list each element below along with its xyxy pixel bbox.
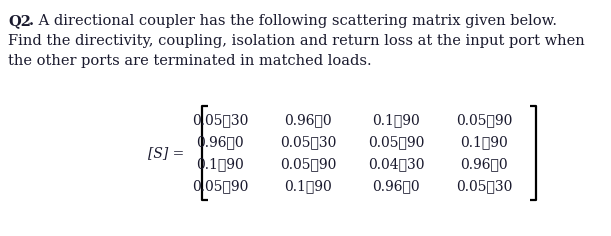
Text: .: . [29,14,34,28]
Text: the other ports are terminated in matched loads.: the other ports are terminated in matche… [8,54,371,68]
Text: 0.05∰30: 0.05∰30 [192,113,248,127]
Text: 0.05∰90: 0.05∰90 [456,113,512,127]
Text: [S] =: [S] = [148,146,185,160]
Text: 0.96∰0: 0.96∰0 [372,179,420,193]
Text: 0.05∰30: 0.05∰30 [280,135,336,149]
Text: 0.05∰30: 0.05∰30 [456,179,512,193]
Text: A directional coupler has the following scattering matrix given below.: A directional coupler has the following … [34,14,557,28]
Text: 0.96∰0: 0.96∰0 [460,157,508,171]
Text: 0.05∰90: 0.05∰90 [192,179,248,193]
Text: 0.96∰0: 0.96∰0 [196,135,244,149]
Text: Find the directivity, coupling, isolation and return loss at the input port when: Find the directivity, coupling, isolatio… [8,34,585,48]
Text: 0.05∰90: 0.05∰90 [280,157,336,171]
Text: 0.96∰0: 0.96∰0 [284,113,332,127]
Text: Q2: Q2 [8,14,31,28]
Text: 0.1∰90: 0.1∰90 [284,179,332,193]
Text: 0.1∰90: 0.1∰90 [372,113,420,127]
Text: 0.05∰90: 0.05∰90 [368,135,424,149]
Text: 0.1∰90: 0.1∰90 [460,135,508,149]
Text: 0.04∰30: 0.04∰30 [368,157,424,171]
Text: 0.1∰90: 0.1∰90 [196,157,244,171]
